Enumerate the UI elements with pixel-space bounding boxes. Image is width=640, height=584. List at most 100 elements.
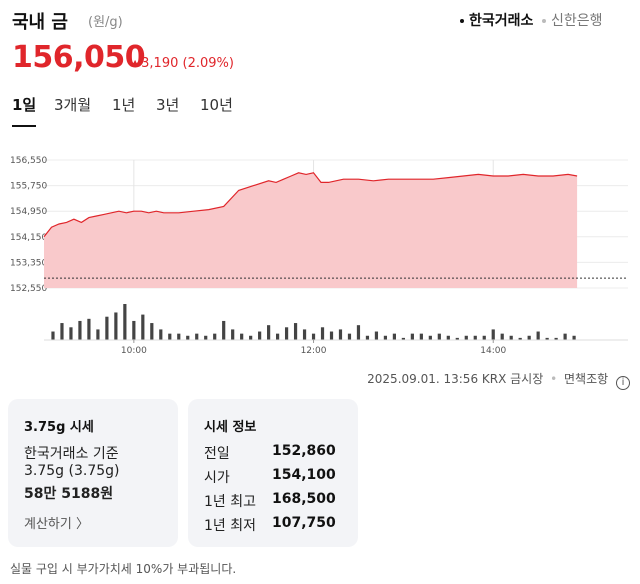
volume-bar: [159, 329, 163, 340]
volume-bar: [293, 323, 298, 340]
info-row-52w-low: 1년 최저 107,750: [204, 515, 354, 534]
volume-bar: [96, 329, 100, 340]
volume-bar: [213, 333, 217, 340]
x-tick-label: 10:00: [121, 346, 147, 356]
volume-bar: [563, 333, 567, 340]
price-info-title: 시세 정보: [204, 420, 257, 435]
source-label-shinhan: 신한은행: [551, 13, 603, 29]
info-row-52w-high: 1년 최고 168,500: [204, 491, 354, 510]
volume-bar: [284, 327, 289, 340]
source-label-krx: 한국거래소: [469, 13, 534, 29]
volume-bar: [428, 335, 432, 340]
info-label: 1년 최고: [204, 494, 256, 510]
x-tick-label: 14:00: [480, 346, 506, 356]
volume-bar: [329, 331, 334, 340]
tab-1day[interactable]: 1일: [12, 94, 37, 127]
volume-bar: [87, 318, 91, 340]
update-timestamp: 2025.09.01. 13:56 KRX 금시장: [367, 372, 544, 386]
x-tick-label: 12:00: [301, 346, 327, 356]
weight-card-price: 58만 5188원: [24, 486, 114, 502]
volume-bar: [258, 331, 262, 340]
volume-bar: [195, 333, 199, 340]
volume-bar: [267, 325, 271, 340]
volume-bar: [527, 335, 531, 340]
unit-label: (원/g): [88, 15, 123, 30]
info-label: 전일: [204, 446, 230, 462]
volume-bar: [374, 331, 379, 340]
volume-bar: [347, 333, 352, 340]
volume-bar: [123, 304, 127, 340]
y-tick-label: 155,750: [10, 182, 47, 192]
weight-card-title: 3.75g 시세: [24, 420, 94, 435]
volume-bar: [545, 337, 549, 340]
info-value: 107,750: [272, 515, 336, 531]
volume-bar: [78, 320, 82, 340]
tab-1year[interactable]: 1년: [112, 96, 136, 114]
volume-bar: [356, 325, 361, 340]
volume-bar: [231, 329, 235, 340]
price-change: ▲ 3,190 (2.09%): [132, 56, 234, 71]
volume-bar: [572, 335, 576, 340]
price-change-value: 3,190 (2.09%): [141, 56, 234, 71]
volume-bar: [150, 323, 154, 340]
volume-bar: [204, 335, 208, 340]
volume-bar: [168, 333, 172, 340]
weight-price-card: 3.75g 시세 한국거래소 기준 3.75g (3.75g) 58만 5188…: [8, 399, 178, 547]
source-option-shinhan[interactable]: 신한은행: [542, 10, 603, 30]
tab-3years[interactable]: 3년: [156, 96, 180, 114]
y-tick-label: 156,550: [10, 156, 47, 166]
info-row-prev-close: 전일 152,860: [204, 443, 354, 462]
volume-bar: [302, 329, 307, 340]
volume-bar: [446, 335, 450, 340]
tab-10years[interactable]: 10년: [200, 96, 233, 114]
volume-bar: [500, 333, 504, 340]
volume-bar: [473, 335, 477, 340]
volume-bar: [222, 320, 226, 340]
info-icon[interactable]: i: [616, 376, 630, 390]
volume-bar: [105, 316, 109, 340]
volume-bar: [392, 333, 396, 340]
volume-bar: [401, 337, 405, 340]
volume-bar: [177, 333, 181, 340]
page-title: 국내 금: [12, 12, 68, 33]
y-tick-label: 153,350: [10, 258, 47, 268]
info-label: 1년 최저: [204, 518, 256, 534]
price-info-card: 시세 정보 전일 152,860 시가 154,100 1년 최고 168,50…: [188, 399, 358, 547]
volume-bar: [69, 327, 73, 340]
y-tick-label: 152,550: [10, 284, 47, 294]
up-triangle-icon: ▲: [132, 58, 139, 67]
volume-bar: [60, 323, 64, 340]
volume-bar: [365, 335, 370, 340]
info-label: 시가: [204, 470, 230, 486]
volume-bar: [51, 331, 55, 340]
volume-bar: [186, 335, 190, 340]
separator-dot: •: [550, 372, 558, 386]
volume-bar: [338, 329, 343, 340]
volume-bar: [320, 327, 325, 340]
volume-bar: [518, 337, 522, 340]
price-chart[interactable]: 156,550 155,750 154,950 154,150 153,350 152,5…: [0, 148, 640, 360]
vat-footnote: 실물 구입 시 부가가치세 10%가 부과됩니다.: [10, 562, 237, 576]
volume-bar: [132, 320, 136, 340]
selected-dot-icon: [460, 19, 464, 23]
source-option-krx[interactable]: 한국거래소: [460, 10, 533, 30]
info-row-open: 시가 154,100: [204, 467, 354, 486]
unselected-dot-icon: [542, 19, 546, 23]
y-tick-label: 154,950: [10, 207, 47, 217]
info-value: 168,500: [272, 491, 336, 507]
volume-bar: [536, 331, 540, 340]
price-line: [43, 172, 578, 238]
info-value: 152,860: [272, 443, 336, 459]
volume-bar: [410, 333, 414, 340]
update-info: 2025.09.01. 13:56 KRX 금시장 • 면책조항 i: [367, 370, 630, 390]
chart-svg: 156,550 155,750 154,950 154,150 153,350 152,5…: [10, 156, 628, 356]
volume-bar: [482, 335, 486, 340]
disclaimer-link[interactable]: 면책조항: [564, 372, 609, 386]
volume-bar: [141, 314, 145, 340]
price-area: [44, 172, 578, 288]
calculate-link[interactable]: 계산하기 〉: [24, 517, 89, 532]
period-tabs: 1일 3개월 1년 3년 10년: [12, 94, 312, 130]
volume-bar: [464, 335, 468, 340]
weight-card-weight: 3.75g (3.75g): [24, 463, 120, 479]
tab-3months[interactable]: 3개월: [54, 96, 92, 114]
